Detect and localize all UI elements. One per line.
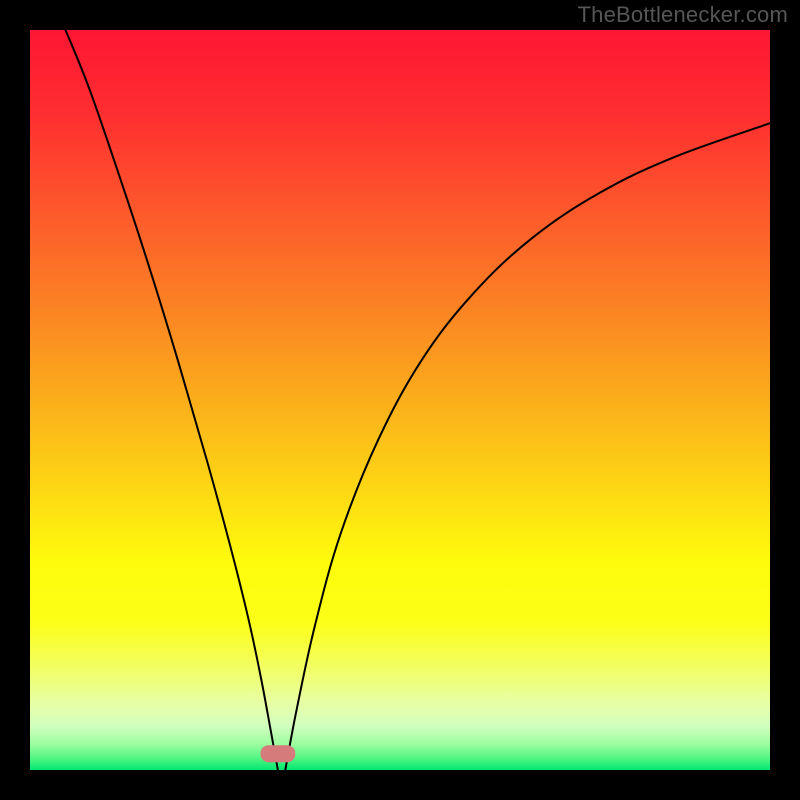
curve-layer <box>0 0 800 800</box>
bottleneck-curve-right <box>285 123 770 770</box>
optimal-point-marker <box>261 745 296 762</box>
bottleneck-curve-left <box>66 30 278 770</box>
watermark-text: TheBottlenecker.com <box>578 2 788 28</box>
chart-frame: TheBottlenecker.com <box>0 0 800 800</box>
